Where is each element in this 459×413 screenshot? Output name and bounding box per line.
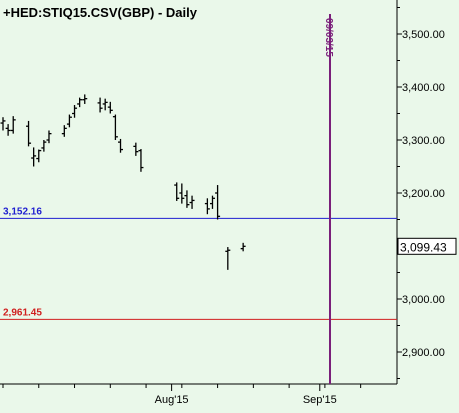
ohlc-bars [0,94,246,270]
vertical-marker-label: 09/03/15 [323,18,334,57]
ohlc-bar [41,140,47,152]
ohlc-bar [184,190,190,208]
y-tick-label: 3,300.00 [402,135,445,147]
ohlc-bar [82,94,88,104]
ohlc-bar [102,98,108,111]
ohlc-bar [10,116,16,134]
ohlc-bar [225,247,231,270]
ohlc-bar [97,97,103,113]
ohlc-bar [240,242,246,252]
y-tick-label: 3,000.00 [402,294,445,306]
last-value-label: 3,099.43 [397,237,457,255]
horizontal-level-label: 3,152.16 [3,206,42,217]
ohlc-bar [215,185,221,220]
ohlc-bar [179,183,185,204]
ohlc-bar [46,130,52,144]
x-axis: Aug'15 Sep'15 [2,384,362,406]
ohlc-bar [72,105,78,118]
vertical-markers: 09/03/15 [323,14,334,384]
ohlc-bar [26,120,32,147]
ohlc-bar [189,195,195,209]
ohlc-bar [118,138,124,153]
ohlc-bar [66,114,72,128]
chart-title: +HED:STIQ15.CSV(GBP) - Daily [3,5,198,20]
ohlc-bar [107,101,113,114]
ohlc-bar [0,117,6,131]
last-value-text: 3,099.43 [400,240,447,254]
ohlc-bar [5,124,11,136]
ohlc-bar [204,198,210,215]
ohlc-bar [77,97,83,108]
y-tick-label: 3,400.00 [402,82,445,94]
x-tick-label: Aug'15 [155,394,189,406]
ohlc-bar [209,195,215,209]
ohlc-bar [112,114,118,140]
ohlc-bar [138,149,144,172]
ohlc-bar [133,142,139,156]
ohlc-bar [36,149,42,163]
y-tick-label: 3,500.00 [402,29,445,41]
horizontal-level-label: 2,961.45 [3,307,42,318]
ohlc-bar [61,125,67,137]
ohlc-bar [31,147,37,167]
x-tick-label: Sep'15 [303,394,337,406]
y-tick-label: 3,200.00 [402,188,445,200]
y-tick-label: 2,900.00 [402,347,445,359]
ohlc-bar [174,182,180,201]
last-value-box [397,237,457,255]
